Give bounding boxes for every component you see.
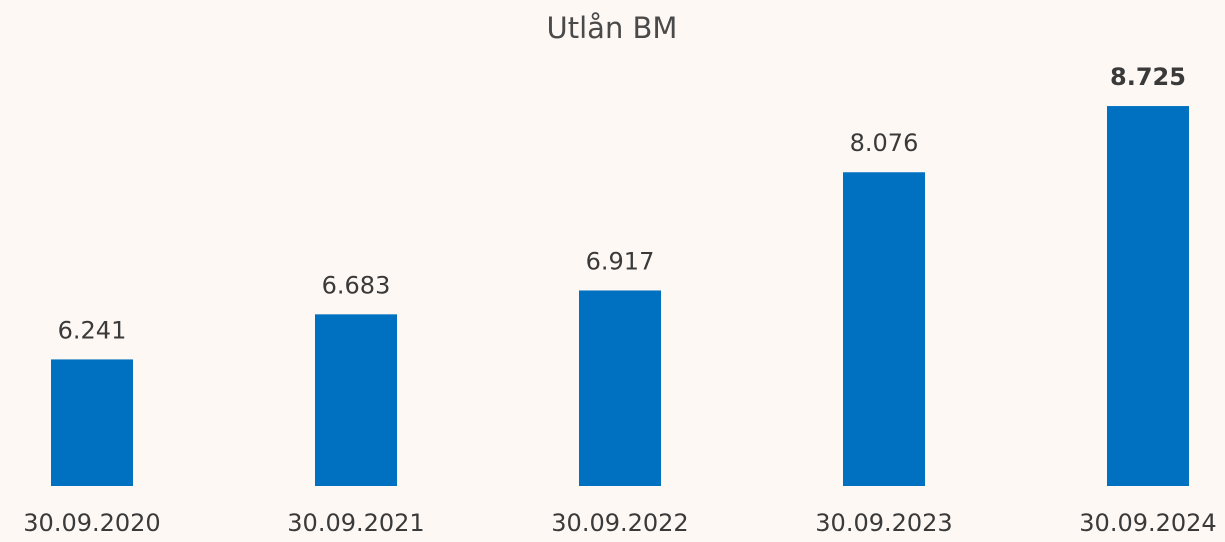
x-tick-label: 30.09.2023 [815,509,952,537]
value-label: 8.725 [1110,63,1186,91]
bar [579,290,661,486]
value-label: 6.683 [322,271,391,299]
x-tick-label: 30.09.2020 [23,509,160,537]
x-tick-label: 30.09.2022 [551,509,688,537]
chart-title: Utlån BM [547,11,678,45]
value-label: 6.917 [586,247,655,275]
x-tick-label: 30.09.2021 [287,509,424,537]
value-label: 8.076 [850,129,919,157]
value-label: 6.241 [58,316,127,344]
bar [843,172,925,487]
x-tick-label: 30.09.2024 [1079,509,1216,537]
bar [1107,106,1189,487]
bar [315,314,397,486]
bar [51,359,133,486]
